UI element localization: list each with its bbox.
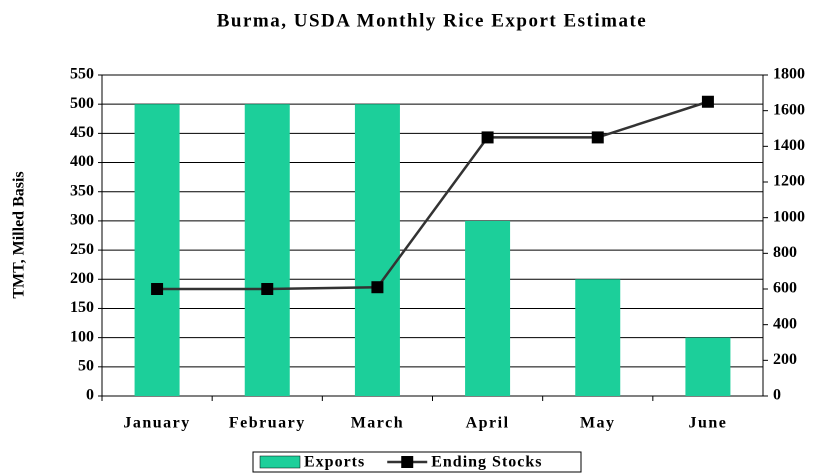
bar [575,279,621,396]
y2-tick-label: 400 [773,315,797,332]
x-tick-label: April [466,415,510,432]
y-tick-label: 200 [70,270,94,287]
x-tick-label: June [688,415,727,432]
marker [371,281,384,294]
x-tick-label: January [123,415,190,432]
marker [261,283,274,295]
x-tick-label: February [229,415,306,432]
y-tick-label: 0 [86,387,94,404]
y2-tick-label: 800 [773,244,797,261]
y-axis-label: TMT, Milled Basis [11,171,28,298]
legend-marker [401,456,414,468]
y2-tick-label: 200 [773,351,797,368]
y2-tick-label: 1800 [773,66,805,83]
y-tick-label: 250 [70,241,94,258]
y-tick-label: 100 [70,328,94,345]
bar [685,337,731,396]
marker [481,131,494,144]
y-tick-label: 150 [70,299,94,316]
y-tick-label: 550 [70,66,94,83]
y-tick-label: 350 [70,182,94,199]
y2-tick-label: 1600 [773,101,805,118]
legend-label: Ending Stocks [431,454,542,471]
y-tick-label: 400 [70,153,94,170]
chart-title: Burma, USDA Monthly Rice Export Estimate [217,10,647,31]
x-tick-label: May [580,415,616,432]
y2-tick-label: 1200 [773,173,805,190]
y2-tick-label: 1000 [773,208,805,225]
y-tick-label: 50 [78,357,94,374]
marker [701,95,714,108]
y-tick-label: 500 [70,95,94,112]
x-tick-label: March [351,415,404,432]
bar [134,104,180,396]
bar [244,104,290,396]
bar [465,220,511,396]
y2-tick-label: 600 [773,280,797,297]
line [157,100,709,291]
y-tick-label: 300 [70,212,94,229]
legend-label: Exports [304,454,365,471]
legend-swatch [259,455,301,469]
bar [354,104,400,396]
marker [591,131,604,144]
marker [151,283,164,295]
y2-tick-label: 0 [773,387,781,404]
y-tick-label: 450 [70,124,94,141]
y2-tick-label: 1400 [773,137,805,154]
